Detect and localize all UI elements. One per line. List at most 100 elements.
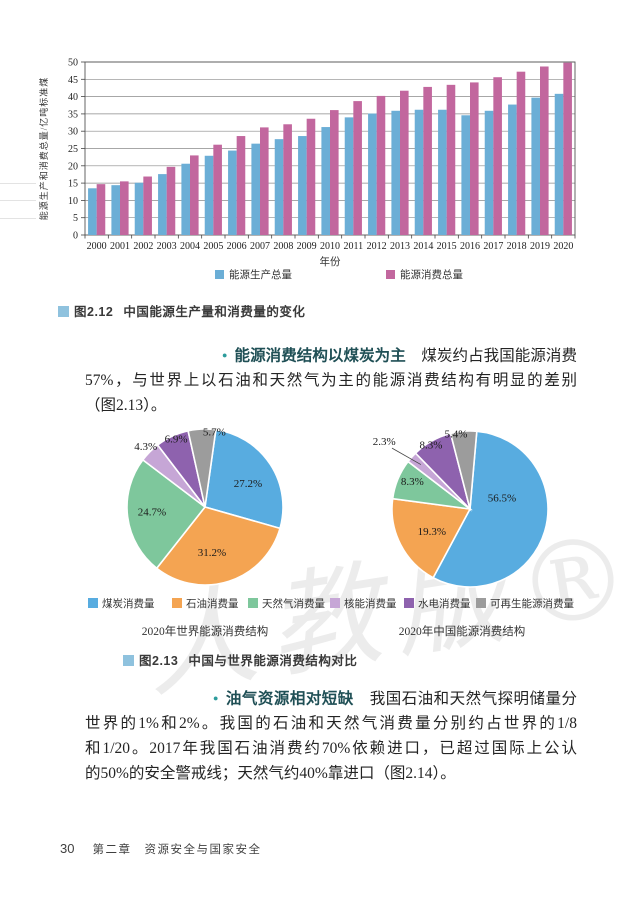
svg-text:27.2%: 27.2% (234, 478, 262, 490)
paragraph-line: 的50%的安全警戒线；天然气约40%靠进口（图2.14）。 (85, 765, 456, 782)
gas-swatch-icon (248, 598, 258, 608)
svg-text:5.4%: 5.4% (444, 428, 467, 440)
paragraph-oilgas-shortage: ● 油气资源相对短缺 我国石油和天然气探明储量分别只约占 世界的1%和2%。我国的… (85, 686, 577, 786)
legend-label: 水电消费量 (418, 598, 471, 610)
pie-legend-item-nuclear: 核能消费量 (330, 596, 397, 611)
consumption-swatch-icon (386, 270, 395, 279)
svg-text:2005: 2005 (203, 241, 223, 252)
svg-text:2018: 2018 (507, 241, 527, 252)
svg-text:56.5%: 56.5% (488, 492, 516, 504)
legend-label: 核能消费量 (344, 598, 397, 610)
page-footer: 30 第二章 资源安全与国家安全 (60, 840, 261, 858)
svg-text:2009: 2009 (297, 241, 317, 252)
svg-text:2008: 2008 (273, 241, 293, 252)
svg-text:8.3%: 8.3% (420, 439, 443, 451)
paragraph-text: 我国石油和天然气探明储量分别只约占 (369, 690, 577, 708)
svg-text:2007: 2007 (250, 241, 270, 252)
paragraph-line: 57%，与世界上以石油和天然气为主的能源消费结构有明显的差别 (85, 372, 577, 389)
coal-swatch-icon (88, 598, 98, 608)
svg-text:能源生产和消费总量/亿吨标准煤: 能源生产和消费总量/亿吨标准煤 (38, 77, 49, 221)
svg-text:30: 30 (68, 127, 78, 138)
hydro-swatch-icon (404, 598, 414, 608)
figure-2-13-caption: 图2.13 中国与世界能源消费结构对比 (123, 650, 357, 669)
svg-text:2014: 2014 (413, 241, 433, 252)
paragraph-line: （图2.13）。 (85, 397, 167, 414)
scan-artifact-line (0, 218, 36, 219)
legend-label: 能源生产总量 (229, 269, 292, 281)
svg-text:2016: 2016 (460, 241, 480, 252)
svg-text:25: 25 (68, 144, 78, 155)
figure-number: 图2.13 (139, 654, 179, 668)
legend-label: 石油消费量 (186, 598, 239, 610)
chapter-title: 第二章 资源安全与国家安全 (92, 844, 262, 856)
pie-legend-item-coal: 煤炭消费量 (88, 596, 155, 611)
world-energy-structure-pie-chart: 27.2% 31.2% 24.7% 4.3% 6.9% 5.7% (126, 426, 284, 586)
bar-chart-xlabel: 年份 (319, 257, 341, 268)
legend-label: 能源消费总量 (400, 269, 463, 281)
legend-label: 可再生能源消费量 (490, 598, 574, 610)
svg-text:40: 40 (68, 92, 78, 103)
legend-item-consumption: 能源消费总量 (386, 267, 463, 282)
oil-swatch-icon (172, 598, 182, 608)
svg-text:10: 10 (68, 196, 78, 207)
svg-text:50: 50 (68, 58, 78, 69)
legend-label: 煤炭消费量 (102, 598, 155, 610)
renewable-swatch-icon (476, 598, 486, 608)
svg-text:2003: 2003 (157, 241, 177, 252)
paragraph-line: 和1/20。2017年我国石油消费约70%依赖进口，已超过国际上公认 (85, 740, 577, 757)
paragraph-coal-structure: ● 能源消费结构以煤炭为主 煤炭约占我国能源消费总量的 57%，与世界上以石油和天… (85, 343, 577, 418)
svg-text:4.3%: 4.3% (134, 441, 157, 453)
svg-text:2004: 2004 (180, 241, 200, 252)
svg-text:2011: 2011 (344, 241, 364, 252)
svg-text:15: 15 (68, 179, 78, 190)
svg-text:2.3%: 2.3% (373, 436, 396, 448)
svg-text:45: 45 (68, 75, 78, 86)
paragraph-heading: 油气资源相对短缺 (225, 690, 354, 708)
production-swatch-icon (215, 270, 224, 279)
legend-item-production: 能源生产总量 (215, 267, 292, 282)
svg-text:2012: 2012 (367, 241, 387, 252)
svg-text:6.9%: 6.9% (165, 433, 188, 445)
svg-text:2017: 2017 (483, 241, 503, 252)
paragraph-line: ● 油气资源相对短缺 我国石油和天然气探明储量分别只约占 (85, 686, 577, 711)
figure-number: 图2.12 (74, 305, 114, 319)
svg-text:5.7%: 5.7% (203, 426, 226, 438)
bullet-icon: ● (213, 693, 219, 703)
paragraph-text: 煤炭约占我国能源消费总量的 (421, 347, 577, 365)
svg-text:31.2%: 31.2% (198, 547, 226, 559)
pie-legend-item-renewable: 可再生能源消费量 (476, 596, 574, 611)
svg-text:2002: 2002 (133, 241, 153, 252)
world-pie-title: 2020年世界能源消费结构 (141, 626, 269, 638)
caption-square-icon (123, 655, 134, 666)
svg-text:2015: 2015 (437, 241, 457, 252)
svg-text:20: 20 (68, 161, 78, 172)
svg-text:2020: 2020 (553, 241, 573, 252)
svg-text:2000: 2000 (87, 241, 107, 252)
svg-text:2010: 2010 (320, 241, 340, 252)
figure-title: 中国能源生产量和消费量的变化 (123, 305, 306, 319)
china-energy-structure-pie-chart: 56.5%19.3%8.3%2.3% 8.3%5.4% (373, 428, 549, 588)
svg-text:2019: 2019 (530, 241, 550, 252)
pie-legend-item-oil: 石油消费量 (172, 596, 239, 611)
svg-text:24.7%: 24.7% (138, 507, 166, 519)
pie-legend-item-hydro: 水电消费量 (404, 596, 471, 611)
paragraph-line: 世界的1%和2%。我国的石油和天然气消费量分别约占世界的1/8 (85, 715, 577, 732)
svg-text:19.3%: 19.3% (418, 526, 446, 538)
energy-production-consumption-bar-chart: 0 5 10 15 20 25 30 35 40 45 50 2000 2001 2002 2003 2004… (38, 58, 576, 252)
svg-text:35: 35 (68, 109, 78, 120)
caption-square-icon (58, 306, 69, 317)
svg-text:2006: 2006 (227, 241, 247, 252)
page-number: 30 (60, 841, 75, 856)
svg-text:5: 5 (73, 213, 78, 224)
svg-text:0: 0 (73, 231, 78, 242)
svg-text:8.3%: 8.3% (401, 476, 424, 488)
paragraph-line: ● 能源消费结构以煤炭为主 煤炭约占我国能源消费总量的 (85, 343, 577, 368)
legend-label: 天然气消费量 (262, 598, 325, 610)
scan-artifact-line (0, 183, 36, 184)
figure-title: 中国与世界能源消费结构对比 (188, 654, 358, 668)
pie-legend-item-gas: 天然气消费量 (248, 596, 325, 611)
nuclear-swatch-icon (330, 598, 340, 608)
bullet-icon: ● (222, 350, 228, 360)
china-pie-title: 2020年中国能源消费结构 (398, 626, 526, 638)
